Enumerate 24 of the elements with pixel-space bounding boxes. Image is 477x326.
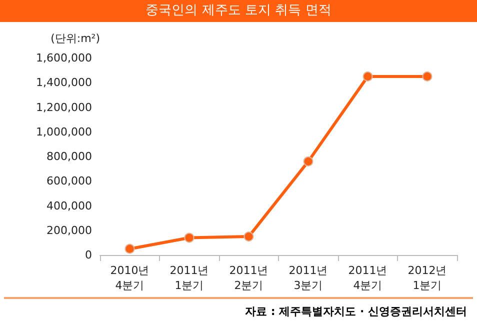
y-tick-label: 1,400,000 xyxy=(36,76,92,90)
text: 자료 : 제주특별자치도 · 신영증권리서치센터 xyxy=(245,305,467,318)
chart-title: 중국인의 제주도 토지 취득 면적 xyxy=(0,0,477,22)
x-tick-label: 2011년 4분기 xyxy=(348,264,388,292)
y-tick-label: 200,000 xyxy=(46,224,92,237)
y-tick-label: 1,000,000 xyxy=(36,125,92,138)
x-tick-label: 2011년 2분기 xyxy=(229,264,268,292)
x-tick-label: 2010년 4분기 xyxy=(110,264,150,292)
y-axis-title: (단위:m²) xyxy=(50,32,100,45)
y-tick-label: 400,000 xyxy=(46,199,92,212)
point xyxy=(184,232,194,243)
x-tick-label: 2012년 1분기 xyxy=(408,264,447,292)
point xyxy=(303,156,314,166)
point xyxy=(422,71,432,82)
point xyxy=(362,71,373,82)
x-tick-label: 2011년 1분기 xyxy=(170,264,209,292)
point xyxy=(124,244,135,254)
y-tick-label: 600,000 xyxy=(46,174,92,188)
y-tick-label: 1,200,000 xyxy=(36,100,92,114)
y-tick-label: 0 xyxy=(85,248,92,262)
y-tick-label: 1,600,000 xyxy=(36,52,92,64)
y-tick-label: 800,000 xyxy=(46,150,92,163)
x-tick-label: 2011년 3분기 xyxy=(288,264,328,292)
point xyxy=(244,232,254,242)
